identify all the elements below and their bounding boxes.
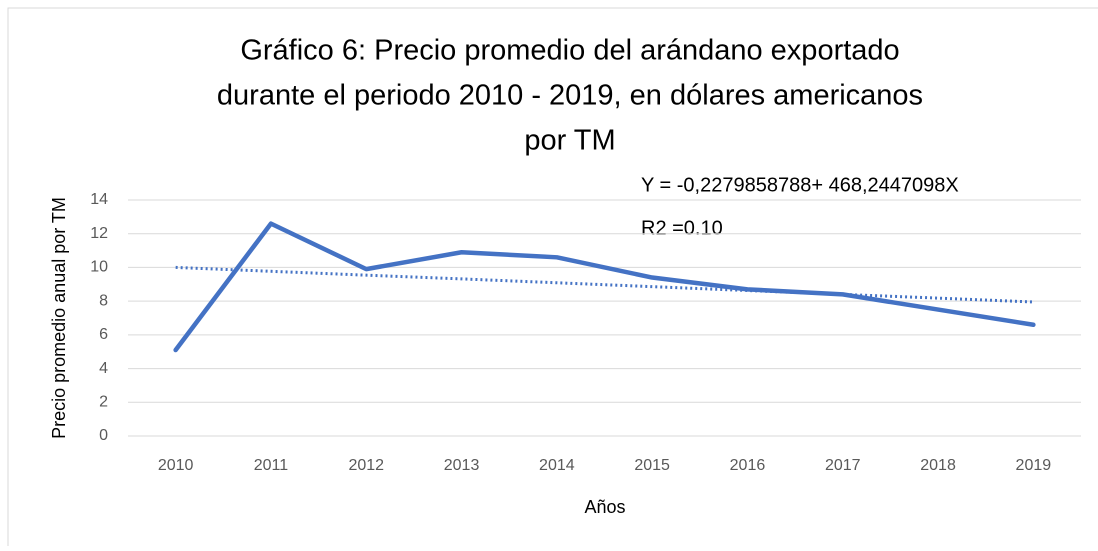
x-tick-label: 2018 [920,457,956,474]
x-axis-label: Años [584,497,625,517]
x-tick-label: 2012 [348,457,384,474]
x-tick-label: 2014 [539,457,575,474]
x-tick-label: 2016 [730,457,766,474]
y-tick-label: 14 [90,191,108,208]
y-axis-label: Precio promedio anual por TM [49,197,69,439]
y-tick-label: 6 [99,326,108,343]
y-tick-label: 12 [90,225,108,242]
y-tick-label: 0 [99,427,108,444]
x-tick-label: 2017 [825,457,861,474]
y-tick-label: 2 [99,394,108,411]
x-tick-label: 2013 [444,457,480,474]
x-tick-label: 2019 [1016,457,1052,474]
x-tick-label: 2010 [158,457,194,474]
y-tick-label: 4 [99,360,108,377]
chart-border [7,7,1098,551]
chart-title: por TM [524,125,615,157]
y-tick-label: 8 [99,292,108,309]
x-tick-label: 2015 [634,457,670,474]
chart-title: durante el periodo 2010 - 2019, en dólar… [217,80,923,112]
data-line [173,221,1036,353]
chart-title: Gráfico 6: Precio promedio del arándano … [240,35,899,67]
y-tick-label: 10 [90,259,108,276]
x-tick-label: 2011 [254,457,289,474]
annotation: Y = -0,2279858788+ 468,2447098X [641,174,959,196]
trendline [175,265,1034,304]
annotation: R2 =0.10 [641,217,723,239]
